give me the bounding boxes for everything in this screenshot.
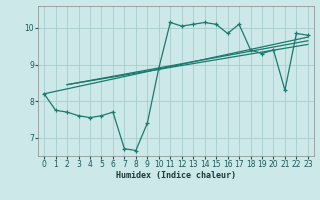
X-axis label: Humidex (Indice chaleur): Humidex (Indice chaleur) xyxy=(116,171,236,180)
